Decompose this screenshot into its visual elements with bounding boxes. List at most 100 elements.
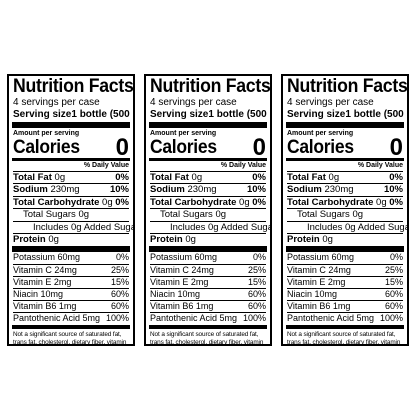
- calories-value: 0: [252, 134, 266, 161]
- nutrient-amount: 0g: [352, 209, 364, 221]
- nutrient-dv: 10%: [109, 184, 129, 196]
- vitamin-row: Pantothenic Acid 5mg 100%: [150, 312, 266, 324]
- nutrient-dv: 10%: [383, 184, 403, 196]
- vitamin-name: Niacin 10mg: [13, 289, 64, 300]
- serving-size-row: Serving size 1 bottle (500 mL): [13, 109, 133, 121]
- nutrient-dv: 0%: [252, 196, 266, 208]
- vitamin-dv: 60%: [110, 301, 129, 312]
- vitamin-name: Niacin 10mg: [150, 289, 201, 300]
- amount-per-serving: Amount per serving: [287, 130, 354, 137]
- calories-label: Calories: [150, 137, 217, 158]
- footnote: Not a significant source of saturated fa…: [287, 330, 401, 346]
- nutrient-label: Total Carbohydrate: [287, 196, 374, 208]
- vitamin-name: Vitamin C 24mg: [150, 264, 214, 275]
- serving-size-label: Serving size: [287, 109, 346, 120]
- vitamin-name: Vitamin E 2mg: [150, 276, 209, 287]
- vitamin-row: Vitamin C 24mg 25%: [150, 263, 266, 276]
- nutrition-panel-1: Nutrition Facts 4 servings per case Serv…: [7, 74, 135, 346]
- sodium-row: Sodium 230mg 10%: [287, 183, 403, 195]
- vitamin-row: Niacin 10mg 60%: [13, 288, 129, 300]
- daily-value-header: % Daily Value: [286, 158, 404, 171]
- total-carbohydrate-row: Total Carbohydrate 0g 0%: [287, 195, 403, 208]
- calories-value: 0: [115, 134, 129, 161]
- nutrient-label: Includes 0g Added Sugars: [170, 221, 272, 233]
- protein-row: Protein 0g: [150, 233, 266, 245]
- total-sugars-row: Total Sugars 0g: [287, 208, 403, 220]
- medium-divider: [12, 324, 130, 329]
- added-sugars-row: Includes 0g Added Sugars 0%: [150, 220, 270, 233]
- nutrient-label: Sodium: [13, 184, 48, 196]
- total-carbohydrate-row: Total Carbohydrate 0g 0%: [13, 195, 129, 208]
- vitamin-name: Niacin 10mg: [287, 289, 338, 300]
- vitamin-name: Potassium 60mg: [287, 252, 355, 263]
- nutrient-label: Total Fat: [287, 172, 326, 183]
- vitamin-dv: 100%: [379, 313, 403, 324]
- protein-row: Protein 0g: [287, 233, 403, 245]
- nutrient-label: Total Sugars: [297, 209, 350, 221]
- vitamin-dv: 15%: [384, 276, 403, 287]
- vitamin-row: Niacin 10mg 60%: [150, 288, 266, 300]
- nutrient-label: Protein: [13, 234, 46, 246]
- nutrient-label: Sodium: [150, 184, 185, 196]
- amount-per-serving: Amount per serving: [13, 130, 80, 137]
- nutrient-dv: 0%: [389, 196, 403, 208]
- vitamin-dv: 0%: [252, 252, 266, 263]
- nutrient-amount: 230mg: [50, 184, 80, 196]
- nutrient-label: Total Sugars: [160, 209, 213, 221]
- vitamin-dv: 100%: [105, 313, 129, 324]
- vitamin-name: Vitamin B6 1mg: [287, 301, 351, 312]
- thick-divider: [149, 246, 267, 253]
- vitamin-dv: 60%: [110, 289, 129, 300]
- nutrient-amount: 0g: [102, 196, 113, 208]
- amount-per-serving: Amount per serving: [150, 130, 217, 137]
- panel-title: Nutrition Facts: [287, 76, 408, 97]
- vitamin-name: Pantothenic Acid 5mg: [150, 313, 238, 324]
- calories-label: Calories: [13, 137, 80, 158]
- vitamin-row: Vitamin B6 1mg 60%: [13, 300, 129, 312]
- nutrient-amount: 0g: [239, 196, 250, 208]
- nutrient-label: Includes 0g Added Sugars: [307, 221, 409, 233]
- servings-per-container: 4 servings per case: [150, 97, 237, 108]
- nutrient-label: Total Sugars: [23, 209, 76, 221]
- thick-divider: [149, 122, 267, 128]
- nutrient-amount: 0g: [78, 209, 90, 221]
- panel-title: Nutrition Facts: [150, 76, 271, 97]
- calories-row: Calories 0: [287, 136, 403, 160]
- vitamin-row: Vitamin B6 1mg 60%: [287, 300, 403, 312]
- added-sugars-row: Includes 0g Added Sugars 0%: [13, 220, 133, 233]
- nutrient-dv: 0%: [115, 196, 129, 208]
- total-fat-row: Total Fat 0g 0%: [13, 171, 129, 183]
- medium-divider: [286, 324, 404, 329]
- vitamin-dv: 0%: [389, 252, 403, 263]
- nutrient-amount: 0g: [191, 172, 203, 183]
- nutrient-label: Total Fat: [150, 172, 189, 183]
- nutrient-amount: 0g: [215, 209, 227, 221]
- daily-value-header: % Daily Value: [12, 158, 130, 171]
- calories-label: Calories: [287, 137, 354, 158]
- serving-size-value: 1 bottle (500 mL): [71, 109, 133, 120]
- sodium-row: Sodium 230mg 10%: [150, 183, 266, 195]
- calories-row: Calories 0: [13, 134, 129, 161]
- nutrient-dv: 0%: [389, 172, 403, 183]
- thick-divider: [12, 122, 130, 128]
- nutrient-dv: 10%: [246, 184, 266, 196]
- nutrient-amount: 0g: [54, 172, 66, 183]
- nutrient-amount: 0g: [376, 196, 387, 208]
- vitamin-name: Vitamin C 24mg: [13, 264, 77, 275]
- nutrition-panel-2: Nutrition Facts 4 servings per case Serv…: [144, 74, 272, 346]
- vitamin-name: Vitamin B6 1mg: [150, 301, 214, 312]
- thick-divider: [12, 246, 130, 253]
- vitamin-row: Vitamin E 2mg 15%: [287, 275, 403, 288]
- nutrient-label: Total Carbohydrate: [150, 196, 237, 208]
- vitamin-dv: 60%: [247, 289, 266, 300]
- vitamin-row: Potassium 60mg 0%: [287, 252, 403, 263]
- vitamin-row: Vitamin C 24mg 25%: [13, 263, 129, 276]
- thick-divider: [286, 122, 404, 128]
- nutrient-dv: 0%: [115, 172, 129, 183]
- thick-divider: [286, 246, 404, 253]
- nutrient-dv: 0%: [252, 172, 266, 183]
- total-sugars-row: Total Sugars 0g: [13, 208, 129, 220]
- nutrient-amount: 230mg: [324, 184, 354, 196]
- vitamin-row: Pantothenic Acid 5mg 100%: [287, 312, 403, 324]
